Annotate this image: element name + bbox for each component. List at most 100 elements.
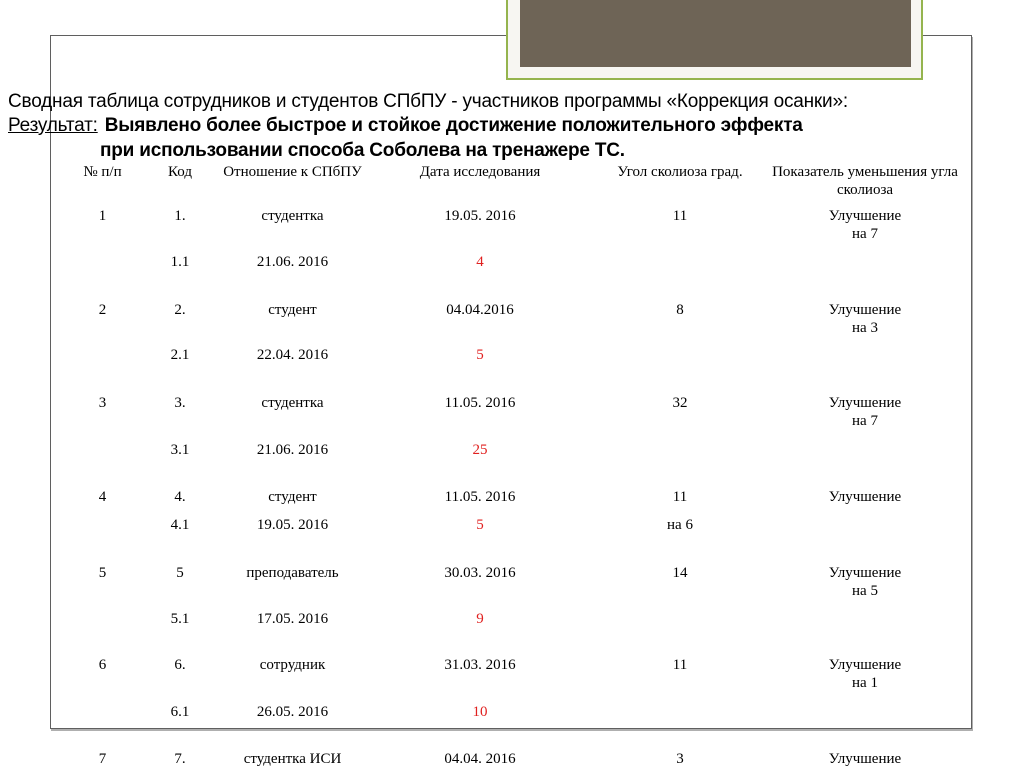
table-row: 4 4. студент 11.05. 2016 11 Улучшение bbox=[60, 488, 960, 506]
result-word: Улучшение bbox=[828, 208, 902, 224]
cell-empty bbox=[770, 441, 960, 459]
cell-date: 11.05. 2016 bbox=[444, 395, 516, 411]
column-header: Отношение к СПбПУ bbox=[223, 164, 362, 180]
cell-relation: студентка ИСИ bbox=[243, 751, 342, 767]
cell-code: 7. bbox=[174, 751, 186, 767]
cell-num: 3 bbox=[98, 395, 107, 411]
cell-result: Улучшение на 5 bbox=[770, 564, 960, 600]
cell-empty bbox=[60, 346, 145, 364]
cell-result: Улучшение bbox=[770, 750, 960, 768]
table-subrow: 5.1 17.05. 2016 9 bbox=[60, 610, 960, 628]
table-row: 1 1. студентка 19.05. 2016 11 Улучшение на 7 bbox=[60, 207, 960, 243]
cell-angle: 11 bbox=[672, 657, 688, 673]
cell-relation: преподаватель bbox=[246, 565, 339, 581]
cell-sub-date: 26.05. 2016 bbox=[256, 704, 329, 720]
cell-sub-code: 2.1 bbox=[170, 347, 190, 363]
cell-sub-code: 5.1 bbox=[170, 611, 190, 627]
cell-relation: студент bbox=[268, 302, 317, 318]
result-word: Улучшение bbox=[828, 302, 902, 318]
cell-code: 4. bbox=[174, 489, 186, 505]
result-text: Выявлено более быстрое и стойкое достиже… bbox=[104, 115, 803, 136]
table-row: 6 6. сотрудник 31.03. 2016 11 Улучшение на 1 bbox=[60, 656, 960, 692]
cell-result: Улучшение на 1 bbox=[770, 656, 960, 692]
result-line: Результат: Выявлено более быстрое и стойк… bbox=[8, 114, 803, 138]
cell-angle: 14 bbox=[672, 565, 688, 581]
cell-sub-date: 21.06. 2016 bbox=[256, 442, 329, 458]
cell-sub-value: 4 bbox=[476, 254, 484, 270]
cell-sub-date: 19.05. 2016 bbox=[256, 517, 329, 533]
table-header-row: № п/п Код Отношение к СПбПУ Дата исследован… bbox=[60, 163, 960, 199]
cell-sub-date: 21.06. 2016 bbox=[256, 254, 329, 270]
cell-date: 19.05. 2016 bbox=[444, 208, 516, 224]
cell-relation: студентка bbox=[261, 208, 324, 224]
cell-sub-angle-note bbox=[590, 610, 770, 628]
slide-title: Сводная таблица сотрудников и студентов … bbox=[8, 91, 848, 112]
cell-result: Улучшение на 7 bbox=[770, 394, 960, 430]
cell-empty bbox=[770, 703, 960, 721]
table-subrow: 3.1 21.06. 2016 25 bbox=[60, 441, 960, 459]
result-amount: на 5 bbox=[852, 583, 878, 599]
cell-date: 31.03. 2016 bbox=[444, 657, 516, 673]
cell-empty bbox=[770, 516, 960, 534]
cell-sub-angle-note bbox=[590, 441, 770, 459]
cell-sub-angle-note: на 6 bbox=[667, 517, 693, 533]
cell-sub-angle-note bbox=[590, 703, 770, 721]
cell-empty bbox=[60, 253, 145, 271]
cell-date: 04.04. 2016 bbox=[444, 751, 516, 767]
result-label: Результат: bbox=[8, 115, 98, 136]
cell-empty bbox=[770, 610, 960, 628]
cell-sub-value: 5 bbox=[476, 517, 484, 533]
result-word: Улучшение bbox=[828, 489, 902, 505]
result-amount: на 7 bbox=[852, 226, 878, 242]
cell-sub-value: 25 bbox=[472, 442, 488, 458]
cell-sub-code: 1.1 bbox=[170, 254, 190, 270]
cell-result: Улучшение на 7 bbox=[770, 207, 960, 243]
cell-relation: студент bbox=[268, 489, 317, 505]
cell-code: 5 bbox=[176, 565, 184, 581]
cell-num: 1 bbox=[98, 208, 107, 224]
table-row: 7 7. студентка ИСИ 04.04. 2016 3 Улучшение bbox=[60, 750, 960, 768]
result-amount: на 7 bbox=[852, 413, 878, 429]
cell-sub-value: 5 bbox=[476, 347, 484, 363]
table-subrow: 1.1 21.06. 2016 4 bbox=[60, 253, 960, 271]
cell-sub-value: 9 bbox=[476, 611, 484, 627]
result-text-continued: при использовании способа Соболева на тр… bbox=[100, 140, 625, 161]
cell-result: Улучшение bbox=[770, 488, 960, 506]
result-word: Улучшение bbox=[828, 565, 902, 581]
column-header: Код bbox=[168, 164, 192, 180]
column-header: № п/п bbox=[83, 164, 122, 180]
cell-num: 7 bbox=[98, 751, 107, 767]
cell-code: 1. bbox=[174, 208, 186, 224]
cell-empty bbox=[60, 516, 145, 534]
column-header: Показатель уменьшения угла сколиоза bbox=[772, 164, 958, 198]
table-subrow: 2.1 22.04. 2016 5 bbox=[60, 346, 960, 364]
cell-sub-date: 17.05. 2016 bbox=[256, 611, 329, 627]
result-word: Улучшение bbox=[828, 751, 902, 767]
top-banner-fill bbox=[520, 0, 911, 67]
table-subrow: 6.1 26.05. 2016 10 bbox=[60, 703, 960, 721]
cell-angle: 11 bbox=[672, 208, 688, 224]
cell-num: 4 bbox=[98, 489, 107, 505]
cell-date: 30.03. 2016 bbox=[444, 565, 516, 581]
result-amount: на 1 bbox=[852, 675, 878, 691]
cell-sub-value: 10 bbox=[472, 704, 488, 720]
cell-sub-code: 3.1 bbox=[170, 442, 190, 458]
cell-empty bbox=[60, 610, 145, 628]
cell-empty bbox=[770, 346, 960, 364]
cell-code: 3. bbox=[174, 395, 186, 411]
cell-result: Улучшение на 3 bbox=[770, 301, 960, 337]
result-word: Улучшение bbox=[828, 395, 902, 411]
cell-relation: студентка bbox=[261, 395, 324, 411]
result-word: Улучшение bbox=[828, 657, 902, 673]
top-banner-box bbox=[506, 0, 923, 80]
cell-empty bbox=[60, 441, 145, 459]
column-header: Угол сколиоза град. bbox=[617, 164, 743, 180]
cell-code: 6. bbox=[174, 657, 186, 673]
cell-sub-code: 4.1 bbox=[170, 517, 190, 533]
cell-empty bbox=[60, 703, 145, 721]
cell-date: 04.04.2016 bbox=[446, 302, 514, 318]
cell-angle: 8 bbox=[676, 302, 684, 318]
cell-sub-angle-note bbox=[590, 346, 770, 364]
cell-code: 2. bbox=[174, 302, 186, 318]
